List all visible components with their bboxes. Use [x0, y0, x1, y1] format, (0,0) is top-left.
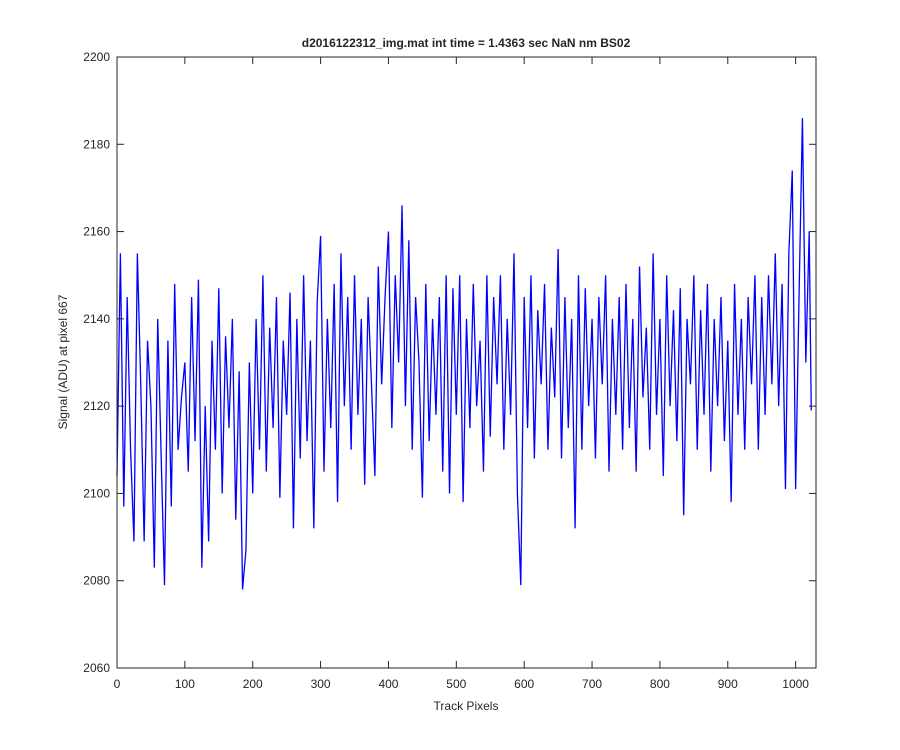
- y-tick-label: 2200: [83, 50, 110, 64]
- y-tick-label: 2060: [83, 661, 110, 675]
- x-tick-label: 200: [243, 677, 263, 691]
- x-tick-label: 100: [175, 677, 195, 691]
- x-tick-label: 400: [378, 677, 398, 691]
- x-tick-label: 900: [718, 677, 738, 691]
- x-tick-label: 800: [650, 677, 670, 691]
- x-tick-label: 600: [514, 677, 534, 691]
- x-tick-label: 300: [311, 677, 331, 691]
- x-axis-label: Track Pixels: [434, 699, 499, 713]
- y-tick-label: 2140: [83, 312, 110, 326]
- axes-box: [116, 56, 817, 669]
- y-tick-label: 2160: [83, 225, 110, 239]
- y-tick-label: 2180: [83, 137, 110, 151]
- data-line: [116, 118, 812, 590]
- x-tick-label: 700: [582, 677, 602, 691]
- x-tick-label: 1000: [782, 677, 809, 691]
- plot-area: 2060 2080 2100 2120 2140 2160 2180 2200 0 100 200 3…: [83, 50, 817, 691]
- x-tick-label: 0: [114, 677, 121, 691]
- y-tick-label: 2100: [83, 486, 110, 500]
- y-tick-label: 2080: [83, 574, 110, 588]
- chart-title: d2016122312_img.mat int time = 1.4363 se…: [302, 36, 631, 50]
- x-tick-label: 500: [446, 677, 466, 691]
- y-tick-label: 2120: [83, 399, 110, 413]
- y-axis-label: Signal (ADU) at pixel 667: [56, 294, 70, 429]
